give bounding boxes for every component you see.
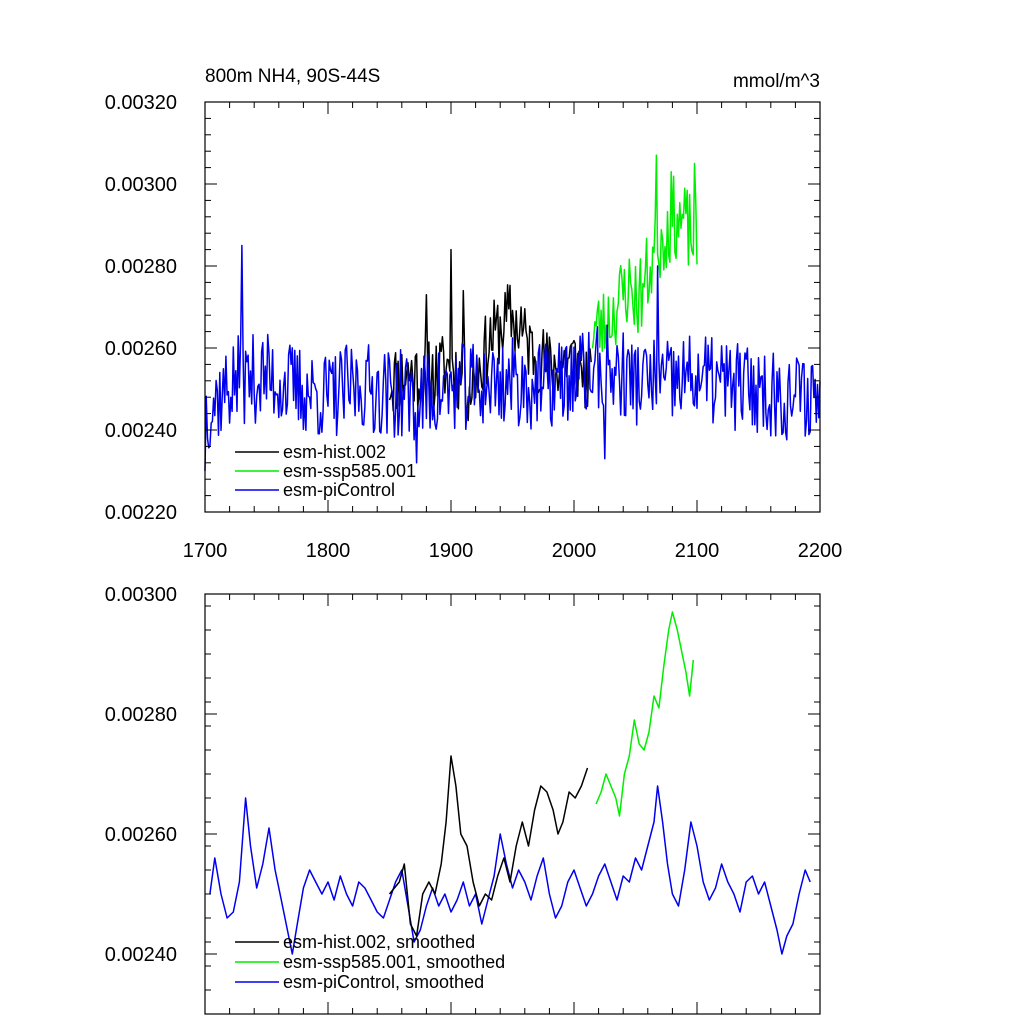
top-legend-label: esm-piControl <box>283 480 395 500</box>
top-x-tick-label: 2200 <box>798 540 843 562</box>
top-title-left: 800m NH4, 90S-44S <box>205 66 380 87</box>
bottom-y-tick-label: 0.00280 <box>105 704 177 726</box>
top-y-tick-label: 0.00240 <box>105 420 177 442</box>
bottom-plot-frame <box>204 593 821 1015</box>
top-panel: 800m NH4, 90S-44S mmol/m^3 1700 1800 1900 2… <box>105 66 843 562</box>
top-y-tick-label: 0.00280 <box>105 256 177 278</box>
top-series-line-1 <box>591 154 698 358</box>
bottom-series-line-2 <box>209 785 811 955</box>
bottom-legend-label: esm-piControl, smoothed <box>283 972 484 992</box>
bottom-series-line-1 <box>595 611 695 817</box>
top-x-tick-label: 1900 <box>429 540 474 562</box>
top-legend-label: esm-hist.002 <box>283 442 386 462</box>
top-y-tick-label: 0.00320 <box>105 92 177 114</box>
top-x-tick-label: 2100 <box>675 540 720 562</box>
top-x-tick-label: 2000 <box>552 540 597 562</box>
top-y-tick-label: 0.00220 <box>105 502 177 524</box>
top-legend-label: esm-ssp585.001 <box>283 461 416 481</box>
top-x-tick-label: 1700 <box>183 540 228 562</box>
bottom-legend-label: esm-ssp585.001, smoothed <box>283 952 505 972</box>
top-title-right: mmol/m^3 <box>733 71 820 92</box>
top-series-line-2 <box>204 244 821 472</box>
bottom-legend-label: esm-hist.002, smoothed <box>283 932 475 952</box>
top-x-tick-label: 1800 <box>306 540 351 562</box>
bottom-y-tick-label: 0.00260 <box>105 824 177 846</box>
bottom-y-tick-label: 0.00300 <box>105 584 177 606</box>
top-y-tick-label: 0.00260 <box>105 338 177 360</box>
bottom-series-line-0 <box>388 755 589 937</box>
bottom-y-tick-label: 0.00240 <box>105 944 177 966</box>
top-plot-frame <box>204 101 821 513</box>
top-y-tick-label: 0.00300 <box>105 174 177 196</box>
bottom-panel: 0.00240 0.00260 0.00280 0.00300 esm-hist.00… <box>105 584 821 1015</box>
